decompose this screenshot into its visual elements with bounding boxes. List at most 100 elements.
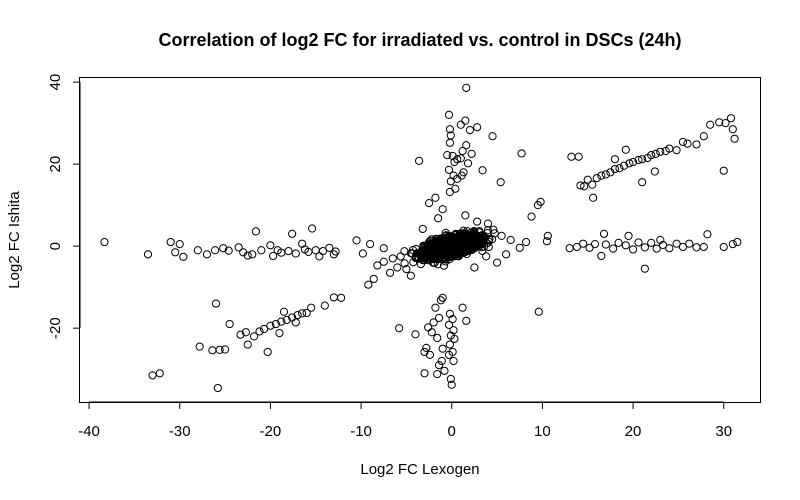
data-point <box>434 360 444 370</box>
data-point <box>402 265 411 274</box>
data-point-core <box>459 241 468 251</box>
data-point <box>440 366 449 375</box>
data-point <box>259 324 269 334</box>
y-tick-label-1: 0 <box>47 242 64 250</box>
data-point <box>239 248 248 257</box>
data-point <box>395 324 404 333</box>
data-point <box>263 347 272 357</box>
data-point <box>433 333 442 343</box>
data-point <box>445 187 455 197</box>
data-point <box>449 356 458 366</box>
data-point <box>445 125 455 134</box>
data-point <box>588 180 597 189</box>
data-point <box>715 118 724 127</box>
data-point <box>589 193 598 202</box>
data-point <box>470 263 479 272</box>
data-point <box>453 155 462 164</box>
data-point <box>266 241 275 250</box>
data-point <box>443 151 452 160</box>
data-point <box>308 224 317 233</box>
data-point <box>665 244 674 253</box>
data-point <box>719 166 728 175</box>
data-point <box>685 239 694 248</box>
data-point <box>277 317 286 326</box>
data-point <box>429 318 438 327</box>
data-point <box>320 301 329 310</box>
data-point <box>482 252 491 261</box>
y-axis: -20 0 20 40 <box>47 74 81 339</box>
data-point <box>329 250 338 259</box>
data-point <box>425 350 435 359</box>
x-tick-label-6: 20 <box>625 423 642 440</box>
data-point <box>614 238 623 247</box>
data-point <box>650 167 659 176</box>
data-point <box>444 320 454 329</box>
data-point <box>100 237 109 247</box>
data-points <box>100 83 742 393</box>
data-point <box>462 83 471 92</box>
data-point <box>534 307 543 316</box>
data-point <box>465 125 474 135</box>
data-point <box>583 175 592 184</box>
data-point <box>726 114 736 123</box>
x-axis: -40 -30 -20 -10 0 10 20 30 <box>78 401 732 440</box>
data-point <box>225 319 234 329</box>
data-point <box>148 371 157 380</box>
data-point-core <box>441 231 450 240</box>
y-tick-label-2: 20 <box>47 156 64 173</box>
data-point <box>599 229 609 238</box>
data-point <box>458 146 467 156</box>
data-point <box>249 332 259 341</box>
x-tick-label-2: -20 <box>260 423 282 440</box>
data-point <box>517 149 526 158</box>
data-point <box>307 303 316 312</box>
data-point <box>565 244 574 253</box>
x-tick-label-0: -40 <box>78 423 100 440</box>
data-point <box>447 380 456 389</box>
data-point <box>379 244 388 253</box>
y-tick-label-3: 40 <box>47 74 64 91</box>
data-point <box>445 309 455 318</box>
data-point <box>446 374 455 384</box>
data-point <box>300 245 309 254</box>
data-point <box>496 178 505 187</box>
data-point <box>451 184 460 193</box>
data-point <box>672 239 681 248</box>
data-point <box>411 330 420 339</box>
data-point-core <box>443 245 453 255</box>
data-point <box>385 268 395 277</box>
data-point <box>610 155 620 164</box>
data-point <box>210 246 220 255</box>
data-point <box>728 125 737 134</box>
data-point <box>656 235 665 245</box>
data-point <box>567 152 576 161</box>
data-point <box>601 240 610 249</box>
data-point <box>656 147 665 156</box>
x-tick-label-5: 10 <box>534 423 551 440</box>
data-point <box>364 280 373 289</box>
data-point <box>255 327 264 336</box>
data-point <box>585 243 594 252</box>
data-point <box>277 248 286 257</box>
data-point <box>444 165 454 174</box>
data-point <box>628 245 638 254</box>
data-point <box>195 342 204 351</box>
data-point <box>433 370 442 379</box>
data-point <box>436 296 445 305</box>
data-point <box>597 171 606 180</box>
data-point <box>601 170 610 179</box>
data-point <box>579 239 588 248</box>
data-point <box>393 263 402 272</box>
data-point <box>445 138 455 147</box>
data-point <box>706 120 715 129</box>
chart-title: Correlation of log2 FC for irradiated vs… <box>158 30 681 50</box>
data-point <box>628 157 638 167</box>
x-tick-label-7: 30 <box>715 423 732 440</box>
data-point <box>461 211 470 220</box>
data-point <box>634 238 643 247</box>
data-point <box>647 151 656 160</box>
data-point <box>438 205 447 214</box>
data-point <box>730 134 739 143</box>
y-tick-label-0: -20 <box>47 317 64 339</box>
data-point <box>171 248 180 257</box>
